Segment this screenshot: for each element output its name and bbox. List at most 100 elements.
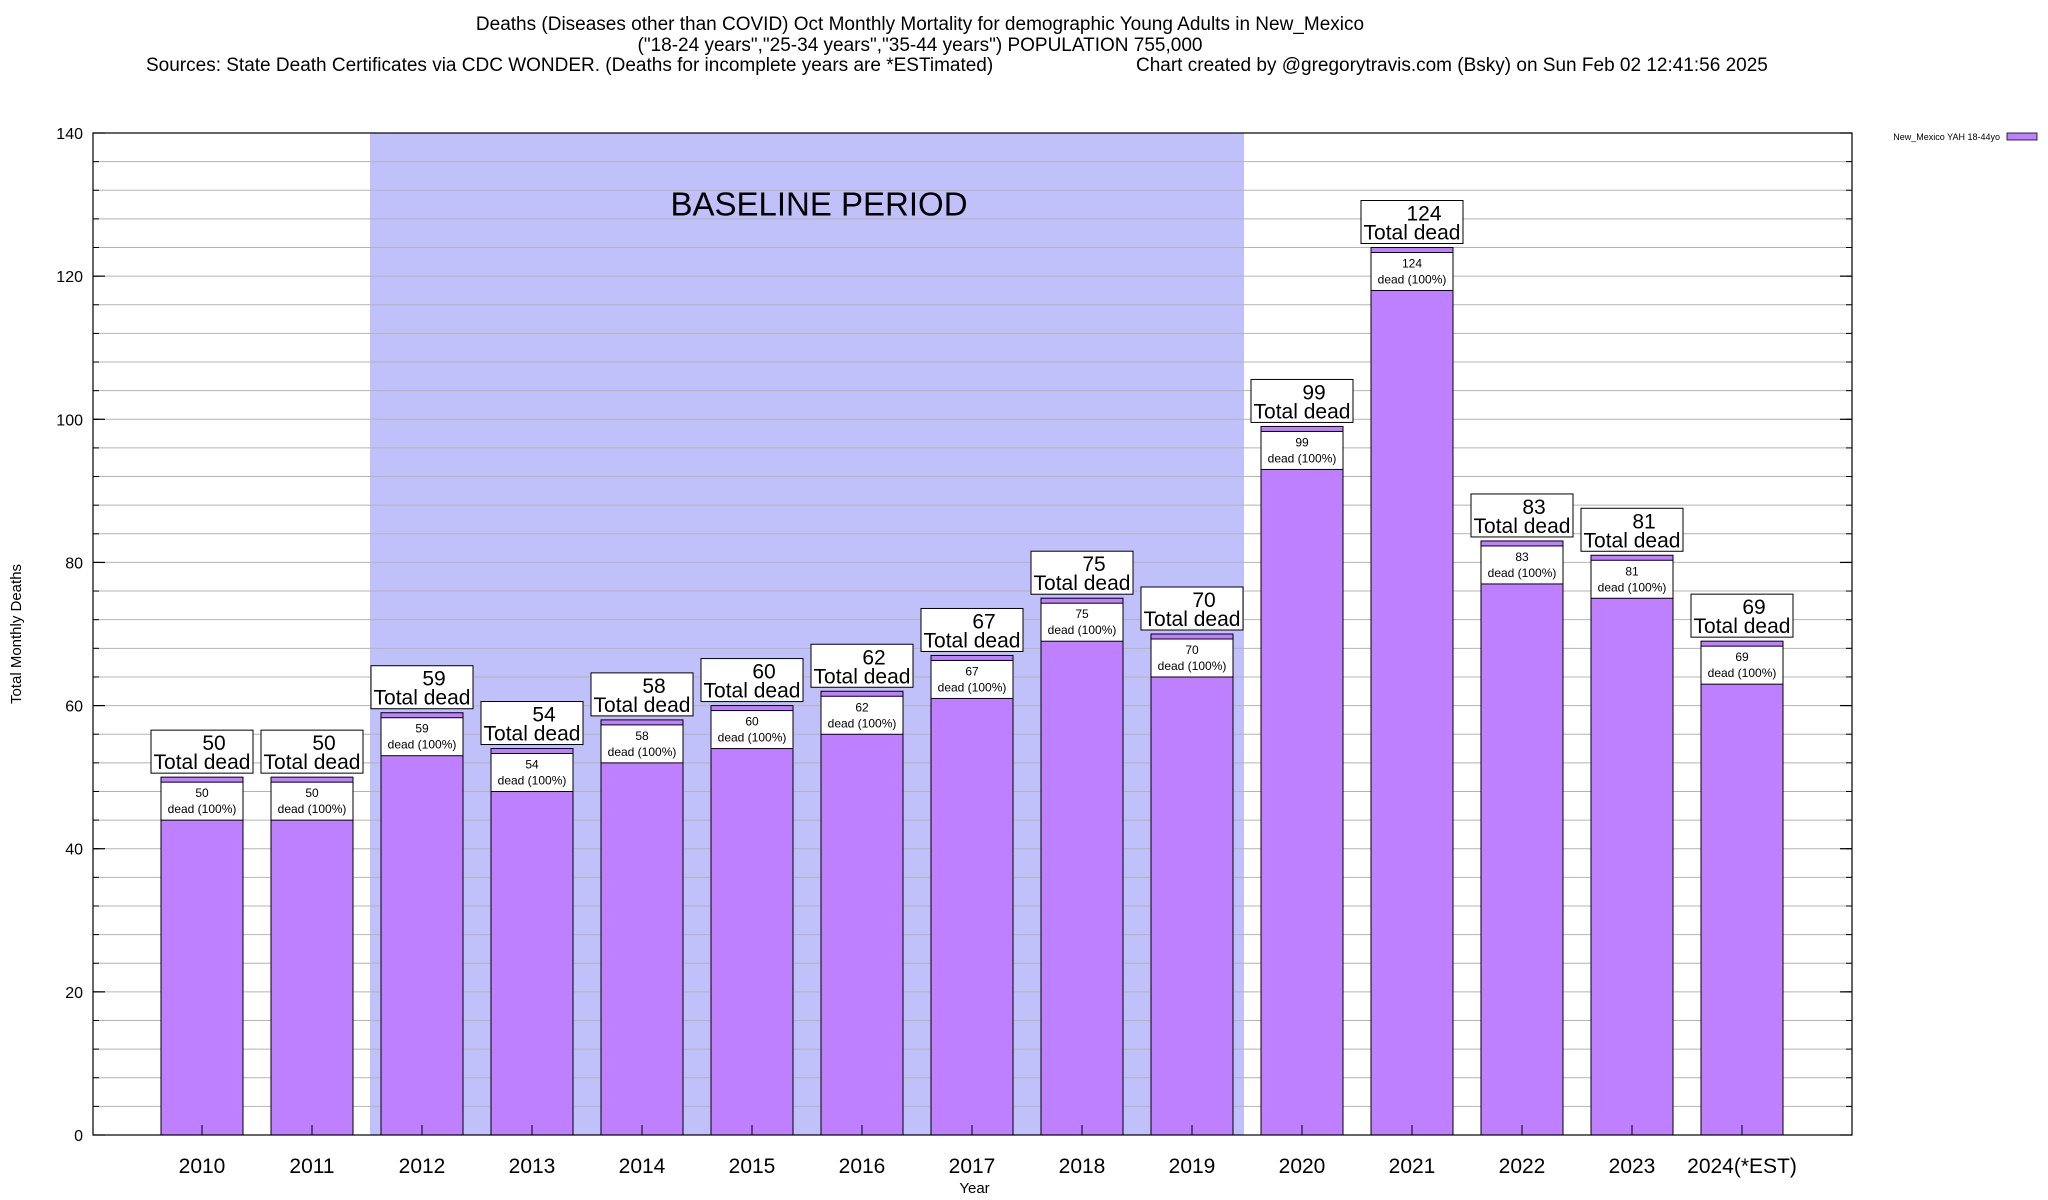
bar-inner-percent-label: dead (100%) xyxy=(1268,451,1337,465)
bar-inner-label-box xyxy=(490,753,574,793)
bar-inner-value-label: 54 xyxy=(525,758,539,772)
x-tick-label: 2021 xyxy=(1389,1155,1436,1178)
bar-inner-percent-label: dead (100%) xyxy=(1488,566,1557,580)
bar-total-value-label: 99 xyxy=(1302,381,1325,404)
bar-total-text-label: Total dead xyxy=(374,687,471,710)
chart-sources: Sources: State Death Certificates via CD… xyxy=(146,55,993,76)
bar-total-text-label: Total dead xyxy=(1584,529,1681,552)
x-tick-label: 2011 xyxy=(289,1155,334,1178)
bar-total-text-label: Total dead xyxy=(1254,400,1351,423)
bar xyxy=(1590,554,1674,1136)
bar-inner-label-box xyxy=(1260,430,1344,470)
bar-total-label-box xyxy=(1360,200,1464,245)
bar-total-text-label: Total dead xyxy=(1694,615,1791,638)
chart-titles: Deaths (Diseases other than COVID) Oct M… xyxy=(146,14,1768,76)
x-tick-label: 2017 xyxy=(949,1155,996,1178)
bar xyxy=(710,705,794,1136)
bar-inner-percent-label: dead (100%) xyxy=(828,716,897,730)
bar-total-label-box xyxy=(1140,586,1244,631)
y-axis: 0 20 40 60 80 100 120 140 xyxy=(56,126,1852,1145)
bar-inner-percent-label: dead (100%) xyxy=(938,680,1007,694)
bar-total-value-label: 54 xyxy=(532,704,556,727)
x-tick-label: 2024(*EST) xyxy=(1687,1155,1797,1178)
bar-total-value-label: 60 xyxy=(752,661,775,684)
x-tick-label: 2022 xyxy=(1499,1155,1546,1178)
y-tick-label: 80 xyxy=(65,555,83,572)
bar-total-label-box xyxy=(1030,550,1134,595)
bar-inner-label-box xyxy=(710,710,794,750)
bar-inner-value-label: 59 xyxy=(415,722,429,736)
legend: New_Mexico YAH 18-44yo xyxy=(1893,132,2038,142)
x-tick-label: 2020 xyxy=(1279,1155,1326,1178)
bar xyxy=(1370,247,1454,1136)
bar-total-value-label: 62 xyxy=(862,646,885,669)
bar-inner-label-box xyxy=(600,724,684,764)
bar-inner-label-box xyxy=(160,781,244,821)
bar-inner-label-box xyxy=(820,695,904,735)
bar-inner-percent-label: dead (100%) xyxy=(718,731,787,745)
x-tick-label: 2010 xyxy=(179,1155,226,1178)
bar-total-text-label: Total dead xyxy=(154,751,251,774)
bar-inner-label-box xyxy=(270,781,354,821)
x-tick-label: 2019 xyxy=(1169,1155,1216,1178)
y-tick-label: 100 xyxy=(56,412,83,429)
bar-total-text-label: Total dead xyxy=(594,694,691,717)
bar-inner-percent-label: dead (100%) xyxy=(498,774,567,788)
bar-total-label-box xyxy=(590,672,694,717)
y-tick-label: 20 xyxy=(65,985,83,1002)
bar-inner-value-label: 81 xyxy=(1625,564,1639,578)
chart-title-line-1: Deaths (Diseases other than COVID) Oct M… xyxy=(476,14,1364,35)
x-axis: 2010 2011 2012 2013 2014 2015 2016 2017 2018 2019… xyxy=(179,1125,1797,1178)
x-tick-label: 2014 xyxy=(619,1155,666,1178)
bar-total-text-label: Total dead xyxy=(1364,222,1461,245)
bar-total-value-label: 50 xyxy=(312,732,335,755)
bar-inner-percent-label: dead (100%) xyxy=(278,802,347,816)
bar-total-text-label: Total dead xyxy=(1034,572,1131,595)
bar xyxy=(490,748,574,1136)
bar xyxy=(1480,540,1564,1136)
bar-inner-value-label: 83 xyxy=(1515,550,1529,564)
chart-credit: Chart created by @gregorytravis.com (Bsk… xyxy=(1136,55,1768,76)
bar-inner-label-box xyxy=(1040,602,1124,642)
bar-total-value-label: 83 xyxy=(1522,496,1545,519)
bar-inner-percent-label: dead (100%) xyxy=(1378,273,1447,287)
bar-total-text-label: Total dead xyxy=(1144,608,1241,631)
x-axis-title: Year xyxy=(959,1180,989,1197)
legend-entry-label: New_Mexico YAH 18-44yo xyxy=(1893,132,2000,142)
bar-total-value-label: 58 xyxy=(642,675,665,698)
bar xyxy=(270,776,354,1136)
bar-total-label-box xyxy=(480,701,584,746)
bar-inner-label-box xyxy=(930,659,1014,699)
bar-inner-percent-label: dead (100%) xyxy=(168,802,237,816)
bar-total-value-label: 50 xyxy=(202,732,225,755)
bar-total-label-box xyxy=(1250,378,1354,423)
x-tick-label: 2012 xyxy=(399,1155,446,1178)
bar-total-text-label: Total dead xyxy=(704,680,801,703)
chart-title-line-2: ("18-24 years","25-34 years","35-44 year… xyxy=(638,35,1203,56)
x-tick-label: 2013 xyxy=(509,1155,556,1178)
baseline-period-label: BASELINE PERIOD xyxy=(670,185,967,222)
bar-inner-percent-label: dead (100%) xyxy=(1598,580,1667,594)
bar-total-value-label: 75 xyxy=(1082,553,1105,576)
bar-total-text-label: Total dead xyxy=(814,665,911,688)
bar-inner-label-box xyxy=(380,717,464,757)
y-axis-title: Total Monthly Deaths xyxy=(8,564,25,704)
bar-total-label-box xyxy=(260,729,364,774)
bar xyxy=(1040,597,1124,1136)
x-tick-label: 2023 xyxy=(1609,1155,1656,1178)
bar-inner-value-label: 50 xyxy=(305,786,319,800)
y-tick-label: 0 xyxy=(74,1128,83,1145)
bar-inner-value-label: 124 xyxy=(1402,257,1422,271)
bar-inner-label-box xyxy=(1150,638,1234,678)
y-tick-label: 60 xyxy=(65,699,83,716)
bar-total-label-box xyxy=(1690,593,1794,638)
bar-inner-percent-label: dead (100%) xyxy=(388,738,457,752)
bar-total-value-label: 59 xyxy=(422,668,445,691)
bar-inner-percent-label: dead (100%) xyxy=(608,745,677,759)
bar-inner-value-label: 69 xyxy=(1735,650,1749,664)
bar-total-value-label: 81 xyxy=(1632,510,1655,533)
bar xyxy=(380,712,464,1136)
bar-inner-value-label: 62 xyxy=(855,700,869,714)
bar xyxy=(820,690,904,1136)
